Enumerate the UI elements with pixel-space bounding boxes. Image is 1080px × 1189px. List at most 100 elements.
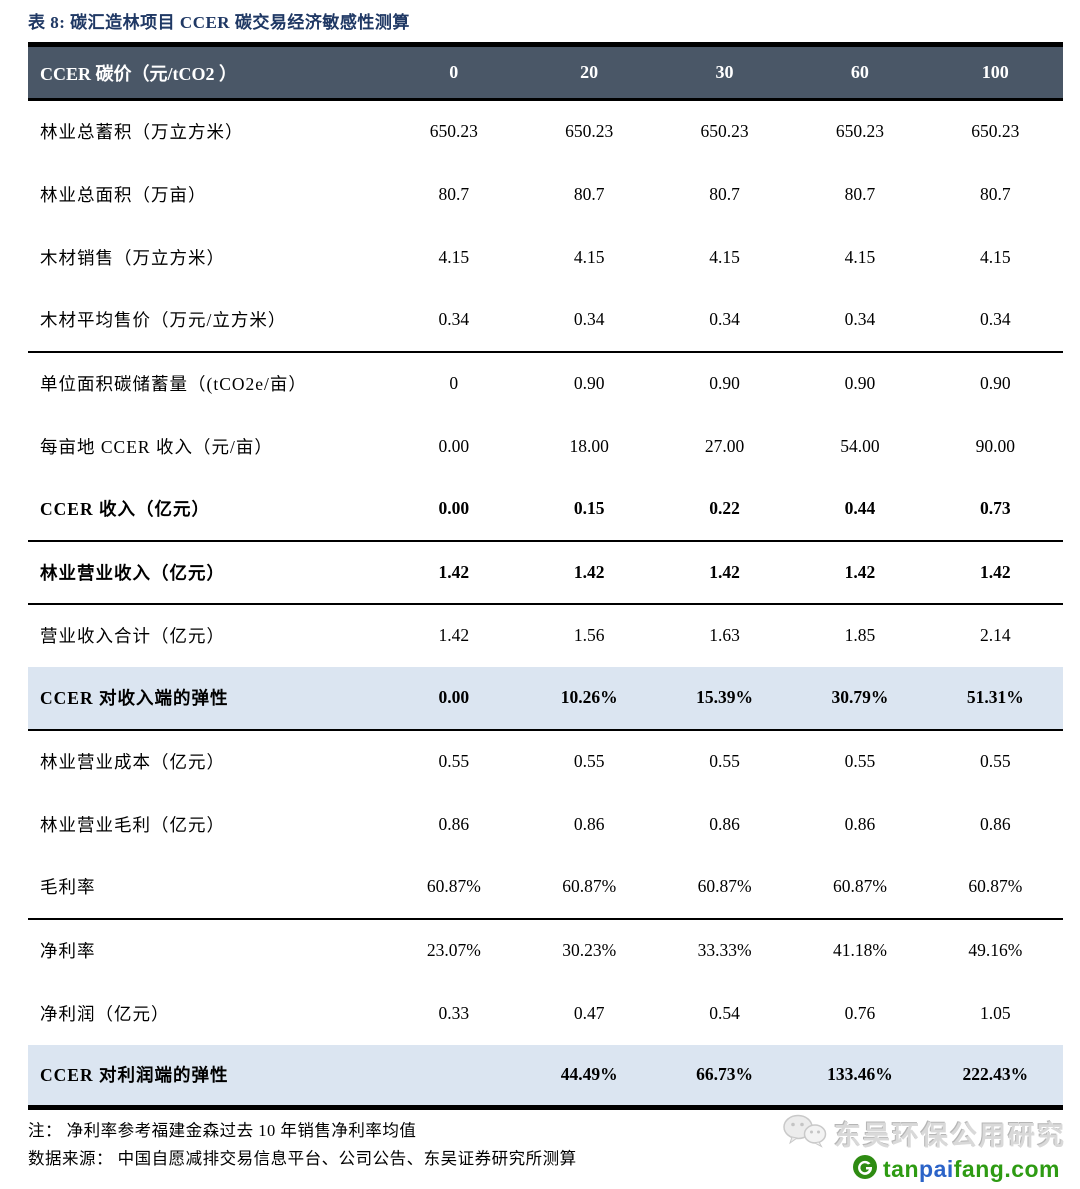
- row-label: 林业营业毛利（亿元）: [28, 792, 387, 856]
- cell-value: 1.05: [927, 981, 1063, 1045]
- cell-value: 0.22: [656, 477, 793, 542]
- row-label: 毛利率: [28, 855, 387, 920]
- table-row: 木材销售（万立方米） 4.15 4.15 4.15 4.15 4.15: [28, 225, 1063, 289]
- cell-value: 1.42: [927, 540, 1063, 605]
- cell-value: 0.34: [656, 288, 793, 353]
- table-row: CCER 对收入端的弹性 0.00 10.26% 15.39% 30.79% 51.31%: [28, 666, 1063, 731]
- table-header-row: CCER 碳价（元/tCO2 ） 0 20 30 60 100: [28, 44, 1063, 101]
- row-label: 林业营业收入（亿元）: [28, 540, 387, 605]
- table-row: 林业总面积（万亩） 80.7 80.7 80.7 80.7 80.7: [28, 162, 1063, 226]
- cell-value: 80.7: [656, 162, 793, 226]
- cell-value: 4.15: [521, 225, 657, 289]
- cell-value: [386, 1044, 522, 1108]
- cell-value: 4.15: [927, 225, 1063, 289]
- table-row: 林业营业成本（亿元） 0.55 0.55 0.55 0.55 0.55: [28, 729, 1063, 793]
- cell-value: 80.7: [521, 162, 657, 226]
- cell-value: 0.86: [521, 792, 657, 856]
- header-column: 30: [656, 44, 793, 101]
- cell-value: 0.90: [927, 351, 1063, 415]
- cell-value: 33.33%: [656, 918, 793, 982]
- cell-value: 27.00: [656, 414, 793, 478]
- note-line: 注： 净利率参考福建金森过去 10 年销售净利率均值: [28, 1121, 417, 1140]
- cell-value: 30.23%: [521, 918, 657, 982]
- cell-value: 0.34: [386, 288, 522, 353]
- table-row: CCER 收入（亿元） 0.00 0.15 0.22 0.44 0.73: [28, 477, 1063, 542]
- cell-value: 0.33: [386, 981, 522, 1045]
- row-label: 林业营业成本（亿元）: [28, 729, 387, 793]
- table-row: 净利润（亿元） 0.33 0.47 0.54 0.76 1.05: [28, 981, 1063, 1045]
- table-row: 林业营业收入（亿元） 1.42 1.42 1.42 1.42 1.42: [28, 540, 1063, 605]
- cell-value: 0.34: [927, 288, 1063, 353]
- cell-value: 4.15: [386, 225, 522, 289]
- row-label: 每亩地 CCER 收入（元/亩）: [28, 414, 387, 478]
- cell-value: 51.31%: [927, 666, 1063, 731]
- row-label: 木材销售（万立方米）: [28, 225, 387, 289]
- cell-value: 0.47: [521, 981, 657, 1045]
- cell-value: 0: [386, 351, 522, 415]
- table-row: 净利率 23.07% 30.23% 33.33% 41.18% 49.16%: [28, 918, 1063, 982]
- table-row: 单位面积碳储蓄量（(tCO2e/亩） 0 0.90 0.90 0.90 0.90: [28, 351, 1063, 415]
- cell-value: 0.86: [927, 792, 1063, 856]
- cell-value: 0.54: [656, 981, 793, 1045]
- cell-value: 0.55: [927, 729, 1063, 793]
- header-column: 0: [386, 44, 522, 101]
- site-name-segment: fang: [953, 1156, 1005, 1182]
- header-column: 60: [792, 44, 928, 101]
- tanpaifang-logo-icon: [852, 1154, 878, 1185]
- cell-value: 10.26%: [521, 666, 657, 731]
- cell-value: 30.79%: [792, 666, 928, 731]
- cell-value: 0.55: [792, 729, 928, 793]
- cell-value: 60.87%: [656, 855, 793, 920]
- cell-value: 133.46%: [792, 1044, 928, 1108]
- cell-value: 0.86: [386, 792, 522, 856]
- cell-value: 0.90: [521, 351, 657, 415]
- cell-value: 23.07%: [386, 918, 522, 982]
- cell-value: 49.16%: [927, 918, 1063, 982]
- cell-value: 0.00: [386, 477, 522, 542]
- source-line: 数据来源： 中国自愿减排交易信息平台、公司公告、东吴证券研究所测算: [28, 1149, 577, 1168]
- cell-value: 1.56: [521, 603, 657, 667]
- cell-value: 80.7: [792, 162, 928, 226]
- table-notes: 注： 净利率参考福建金森过去 10 年销售净利率均值 数据来源： 中国自愿减排交…: [28, 1117, 1063, 1173]
- cell-value: 60.87%: [521, 855, 657, 920]
- cell-value: 1.42: [792, 540, 928, 605]
- wechat-icon: [782, 1114, 828, 1153]
- cell-value: 44.49%: [521, 1044, 657, 1108]
- cell-value: 66.73%: [656, 1044, 793, 1108]
- row-label: 林业总面积（万亩）: [28, 162, 387, 226]
- cell-value: 80.7: [927, 162, 1063, 226]
- site-name: tanpaifang.com: [883, 1156, 1060, 1183]
- cell-value: 650.23: [656, 99, 793, 163]
- cell-value: 0.86: [656, 792, 793, 856]
- site-watermark: tanpaifang.com: [782, 1154, 1066, 1185]
- cell-value: 0.55: [521, 729, 657, 793]
- row-label: 净利润（亿元）: [28, 981, 387, 1045]
- cell-value: 0.86: [792, 792, 928, 856]
- cell-value: 650.23: [521, 99, 657, 163]
- cell-value: 0.15: [521, 477, 657, 542]
- table-row: 营业收入合计（亿元） 1.42 1.56 1.63 1.85 2.14: [28, 603, 1063, 667]
- cell-value: 0.55: [656, 729, 793, 793]
- cell-value: 0.90: [792, 351, 928, 415]
- cell-value: 0.34: [792, 288, 928, 353]
- cell-value: 60.87%: [792, 855, 928, 920]
- table-row: 木材平均售价（万元/立方米） 0.34 0.34 0.34 0.34 0.34: [28, 288, 1063, 353]
- cell-value: 90.00: [927, 414, 1063, 478]
- header-column: 100: [927, 44, 1063, 101]
- cell-value: 222.43%: [927, 1044, 1063, 1108]
- wechat-account-name: 东吴环保公用研究: [834, 1121, 1066, 1151]
- table-row: 林业营业毛利（亿元） 0.86 0.86 0.86 0.86 0.86: [28, 792, 1063, 856]
- row-label: CCER 对利润端的弹性: [28, 1044, 387, 1108]
- cell-value: 4.15: [656, 225, 793, 289]
- cell-value: 1.85: [792, 603, 928, 667]
- row-label: 单位面积碳储蓄量（(tCO2e/亩）: [28, 351, 387, 415]
- cell-value: 1.42: [386, 603, 522, 667]
- sensitivity-table: CCER 碳价（元/tCO2 ） 0 20 30 60 100 林业总蓄积（万立方米） 65…: [28, 42, 1063, 1110]
- cell-value: 1.42: [521, 540, 657, 605]
- cell-value: 0.90: [656, 351, 793, 415]
- cell-value: 0.34: [521, 288, 657, 353]
- cell-value: 4.15: [792, 225, 928, 289]
- cell-value: 80.7: [386, 162, 522, 226]
- cell-value: 650.23: [792, 99, 928, 163]
